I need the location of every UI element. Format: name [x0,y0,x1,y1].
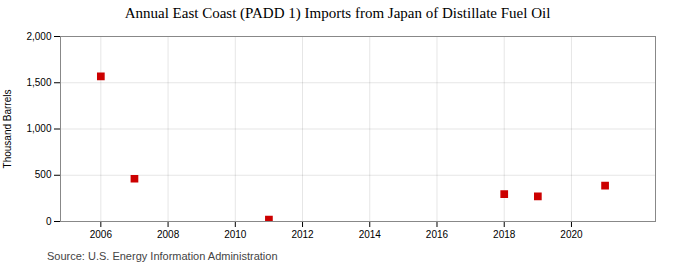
svg-text:2020: 2020 [560,229,583,240]
svg-text:2018: 2018 [493,229,516,240]
svg-text:2008: 2008 [157,229,180,240]
svg-text:0: 0 [46,216,52,227]
svg-text:2,000: 2,000 [26,31,51,42]
svg-text:1,000: 1,000 [26,123,51,134]
svg-text:500: 500 [35,169,52,180]
svg-text:2012: 2012 [291,229,314,240]
svg-text:Thousand Barrels: Thousand Barrels [2,90,13,169]
html-text:Annual East Coast (PADD 1) Imp: Annual East Coast (PADD 1) Imports from … [124,5,551,21]
svg-text:2014: 2014 [359,229,382,240]
svg-text:1,500: 1,500 [26,77,51,88]
svg-text:2006: 2006 [90,229,113,240]
svg-text:2010: 2010 [224,229,247,240]
html-text:Source: U.S. Energy Informatio: Source: U.S. Energy Information Administ… [47,250,278,262]
svg-text:2016: 2016 [426,229,449,240]
